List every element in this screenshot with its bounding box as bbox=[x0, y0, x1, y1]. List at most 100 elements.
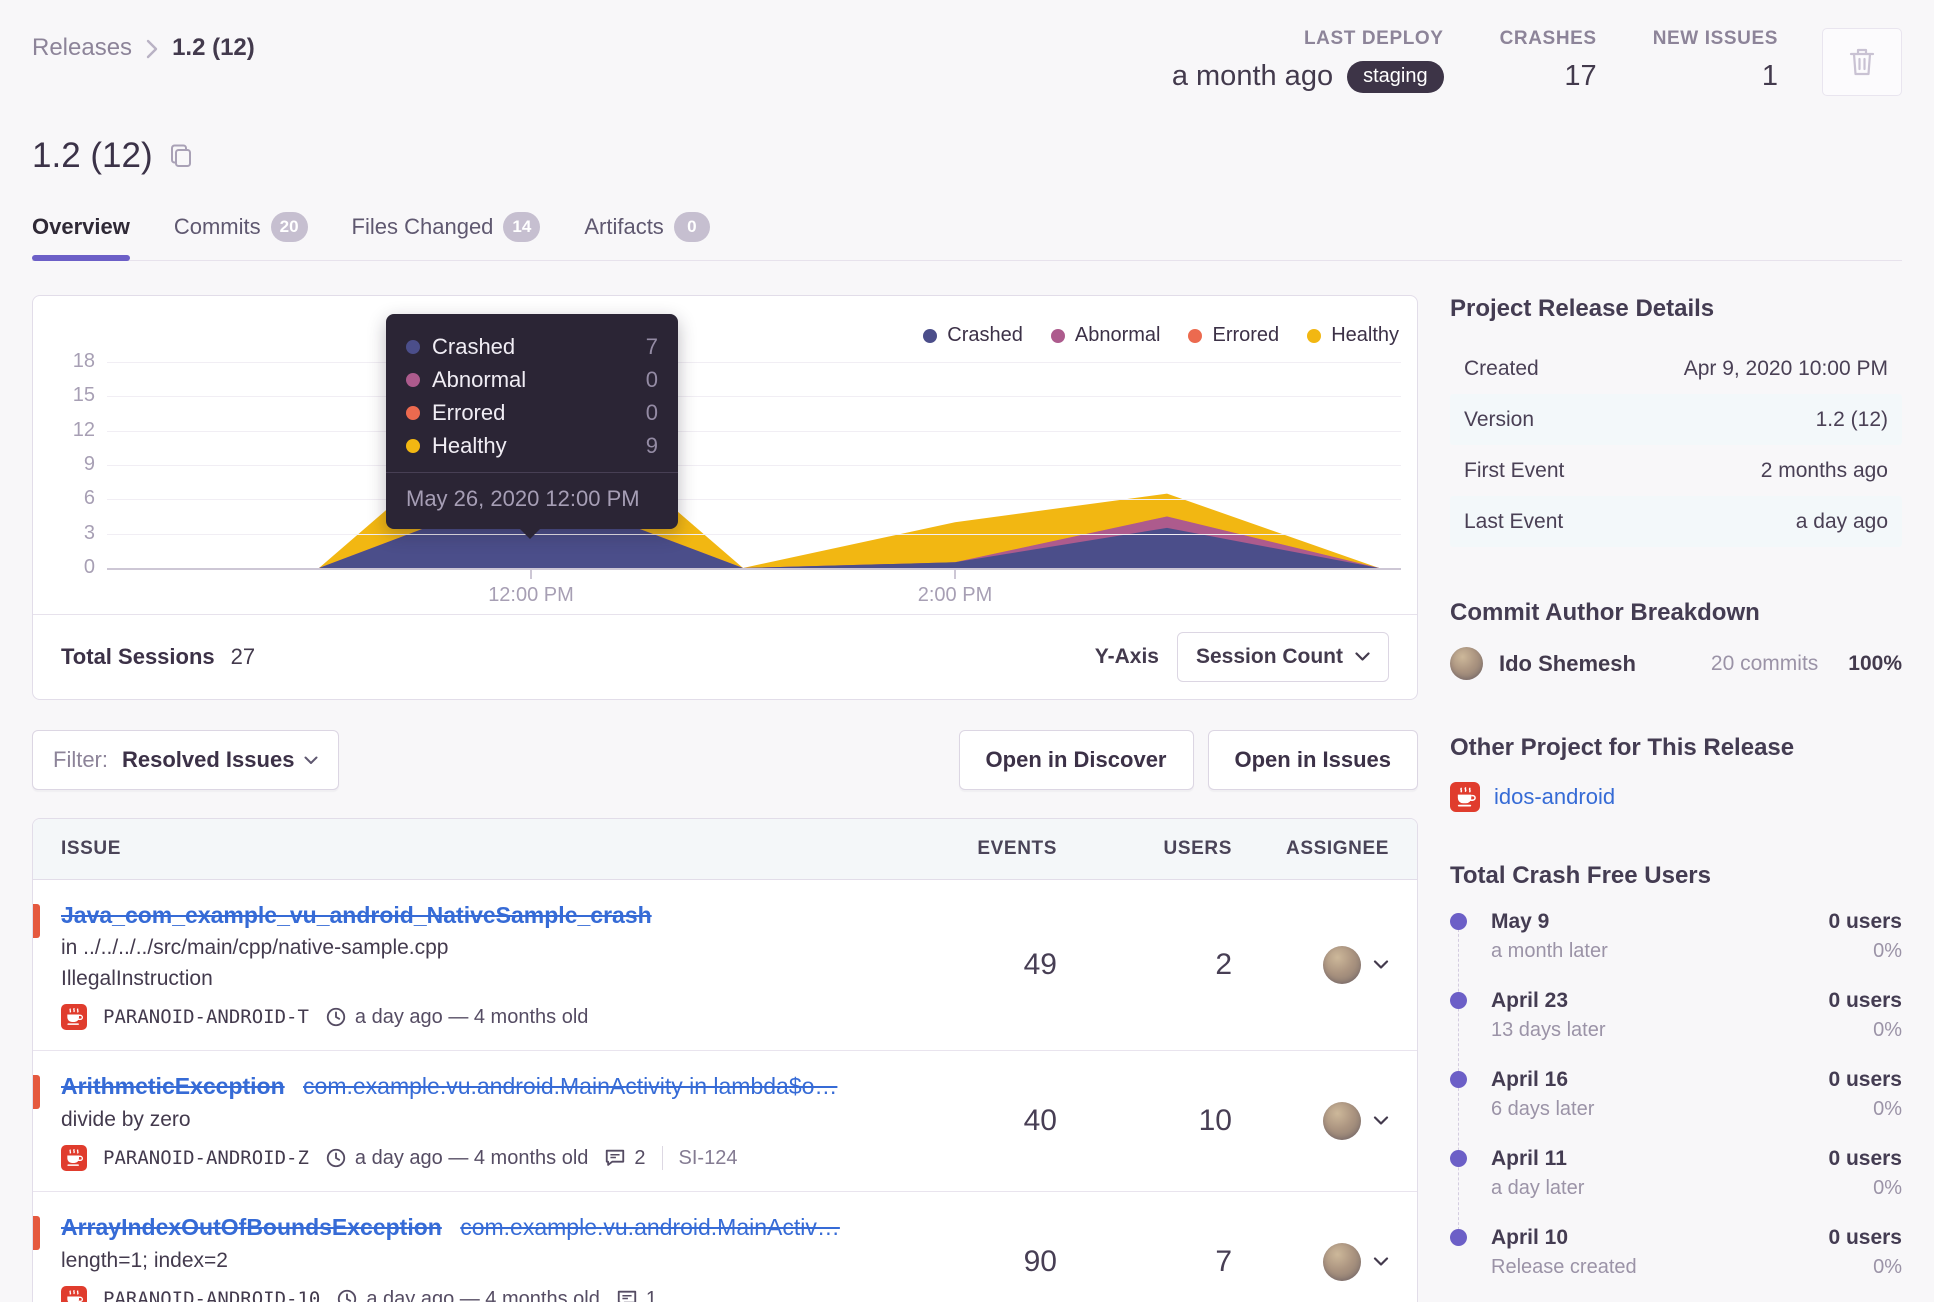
issue-row: Java_com_example_vu_android_NativeSample… bbox=[33, 880, 1417, 1051]
issue-culprit[interactable]: com.example.vu.android.MainActiv… bbox=[460, 1214, 840, 1240]
y-axis-label: Y-Axis bbox=[1094, 645, 1159, 668]
crash-free-item: May 9 a month later 0 users 0% bbox=[1450, 910, 1902, 963]
timeline-item-right: 0 users 0% bbox=[1828, 1147, 1902, 1200]
stat-last-deploy-label: LAST DEPLOY bbox=[1303, 28, 1444, 49]
other-project-link[interactable]: idos-android bbox=[1450, 782, 1902, 812]
tooltip-caret-icon bbox=[519, 528, 541, 539]
issue-filter-dropdown[interactable]: Filter: Resolved Issues bbox=[32, 730, 340, 790]
breadcrumb-releases-link[interactable]: Releases bbox=[32, 34, 133, 61]
chevron-right-icon bbox=[146, 39, 158, 59]
timeline-item-right: 0 users 0% bbox=[1828, 989, 1902, 1042]
x-axis-line bbox=[107, 568, 1401, 570]
assignee-chevron-down-icon[interactable] bbox=[1373, 1116, 1389, 1126]
legend-item[interactable]: Errored bbox=[1188, 324, 1279, 347]
timeline-item-right: 0 users 0% bbox=[1828, 1226, 1902, 1279]
legend-item[interactable]: Crashed bbox=[923, 324, 1023, 347]
timeline-item-left: April 16 6 days later bbox=[1491, 1068, 1828, 1121]
copy-icon[interactable] bbox=[169, 143, 193, 169]
header-stats: LAST DEPLOY a month ago staging CRASHES … bbox=[1172, 28, 1778, 93]
timeline-sublabel: Release created bbox=[1491, 1256, 1637, 1278]
x-axis-tick bbox=[954, 570, 956, 579]
tab-label: Artifacts bbox=[584, 214, 664, 239]
timeline-users: 0 users bbox=[1828, 1147, 1902, 1170]
issue-comments[interactable]: 2 bbox=[604, 1146, 646, 1170]
timeline-sublabel: 13 days later bbox=[1491, 1019, 1606, 1041]
stat-crashes-value: 17 bbox=[1564, 60, 1597, 92]
timeline-percent: 0% bbox=[1873, 1019, 1902, 1041]
crash-free-title: Total Crash Free Users bbox=[1450, 862, 1711, 889]
issue-message: IllegalInstruction bbox=[61, 967, 213, 990]
java-project-icon bbox=[61, 1145, 87, 1171]
y-axis-selected-value: Session Count bbox=[1195, 645, 1343, 668]
tab[interactable]: Commits 20 bbox=[174, 212, 308, 260]
stat-last-deploy: LAST DEPLOY a month ago staging bbox=[1172, 28, 1444, 93]
other-project-name[interactable]: idos-android bbox=[1494, 784, 1616, 809]
assignee-avatar[interactable] bbox=[1323, 1102, 1361, 1140]
assignee-avatar[interactable] bbox=[1323, 1243, 1361, 1281]
issue-culprit[interactable]: com.example.vu.android.MainActivity in l… bbox=[303, 1073, 838, 1099]
timeline-date: April 16 bbox=[1491, 1068, 1569, 1091]
issue-meta: PARANOID-ANDROID-T a day ago — 4 months … bbox=[61, 1004, 937, 1030]
legend-item[interactable]: Abnormal bbox=[1050, 324, 1160, 347]
x-axis-tick-label: 12:00 PM bbox=[488, 584, 574, 606]
filter-row: Filter: Resolved Issues Open in Discover… bbox=[32, 730, 1418, 790]
open-in-discover-button[interactable]: Open in Discover bbox=[958, 730, 1194, 790]
tab[interactable]: Overview bbox=[32, 212, 130, 261]
issue-comments[interactable]: 1 bbox=[616, 1288, 657, 1302]
timeline-item-left: April 10 Release created bbox=[1491, 1226, 1828, 1279]
stat-crashes: CRASHES 17 bbox=[1500, 28, 1597, 93]
author-commit-count: 20 commits bbox=[1710, 651, 1819, 675]
comment-count: 2 bbox=[634, 1146, 646, 1169]
column-users: USERS bbox=[1163, 838, 1232, 859]
y-axis-select[interactable]: Session Count bbox=[1176, 632, 1389, 682]
meta-divider bbox=[661, 1146, 663, 1170]
crash-free-items: May 9 a month later 0 users 0% April 23 bbox=[1450, 910, 1902, 1279]
tab-label: Overview bbox=[32, 214, 130, 239]
java-project-icon bbox=[61, 1004, 87, 1030]
assignee-chevron-down-icon[interactable] bbox=[1373, 960, 1389, 970]
title-row: 1.2 (12) bbox=[32, 136, 1902, 176]
chevron-down-icon bbox=[304, 756, 318, 765]
issue-meta: PARANOID-ANDROID-10 a day ago — 4 months… bbox=[61, 1286, 937, 1302]
clock-icon bbox=[336, 1288, 358, 1302]
project-slug: PARANOID-ANDROID-T bbox=[103, 1006, 309, 1028]
timeline-item-left: May 9 a month later bbox=[1491, 910, 1828, 963]
legend-dot-icon bbox=[923, 328, 938, 343]
x-axis-tick-label: 2:00 PM bbox=[917, 584, 993, 606]
open-in-issues-button[interactable]: Open in Issues bbox=[1207, 730, 1418, 790]
assignee-avatar[interactable] bbox=[1323, 946, 1361, 984]
tooltip-row: Abnormal 0 bbox=[406, 363, 658, 396]
timeline-dot-icon bbox=[1450, 992, 1467, 1009]
assignee-chevron-down-icon[interactable] bbox=[1373, 1257, 1389, 1267]
other-project-title: Other Project for This Release bbox=[1450, 734, 1795, 761]
stat-new-issues: NEW ISSUES 1 bbox=[1653, 28, 1778, 93]
stat-new-issues-value: 1 bbox=[1761, 60, 1778, 92]
legend-item[interactable]: Healthy bbox=[1307, 324, 1399, 347]
area-series bbox=[107, 487, 1379, 568]
chart-footer: Total Sessions 27 Y-Axis Session Count bbox=[33, 614, 1417, 699]
issue-events-count: 40 bbox=[1023, 1104, 1057, 1137]
tooltip-series-label: Crashed bbox=[432, 333, 516, 359]
delete-release-button[interactable] bbox=[1822, 28, 1902, 96]
tab-count-badge: 14 bbox=[503, 212, 541, 242]
tab[interactable]: Artifacts 0 bbox=[584, 212, 710, 260]
issue-title-link[interactable]: Java_com_example_vu_android_NativeSample… bbox=[61, 902, 652, 928]
crash-free-item: April 10 Release created 0 users 0% bbox=[1450, 1226, 1902, 1279]
tab[interactable]: Files Changed 14 bbox=[352, 212, 541, 260]
issue-age: a day ago — 4 months old bbox=[325, 1006, 588, 1029]
issue-title-link[interactable]: ArrayIndexOutOfBoundsException bbox=[61, 1214, 442, 1240]
issue-title-link[interactable]: ArithmeticException bbox=[61, 1073, 285, 1099]
other-project-section: Other Project for This Release idos-andr… bbox=[1450, 734, 1902, 812]
chart-legend: Crashed Abnormal Errored Healthy bbox=[923, 324, 1399, 347]
detail-label: Last Event bbox=[1464, 509, 1564, 533]
issue-title-line: ArithmeticException com.example.vu.andro… bbox=[61, 1071, 937, 1101]
chart-plot-area[interactable]: Crashed Abnormal Errored Healthy bbox=[33, 310, 1417, 614]
timeline-percent: 0% bbox=[1873, 940, 1902, 962]
timeline-percent: 0% bbox=[1873, 1177, 1902, 1199]
y-axis-tick-label: 9 bbox=[83, 453, 95, 475]
tooltip-row: Healthy 9 bbox=[406, 429, 658, 462]
issue-age: a day ago — 4 months old bbox=[336, 1288, 600, 1302]
issue-row: ArrayIndexOutOfBoundsException com.examp… bbox=[33, 1192, 1417, 1302]
crash-free-timeline: May 9 a month later 0 users 0% April 23 bbox=[1450, 910, 1902, 1279]
tab-count-badge: 0 bbox=[673, 212, 710, 242]
